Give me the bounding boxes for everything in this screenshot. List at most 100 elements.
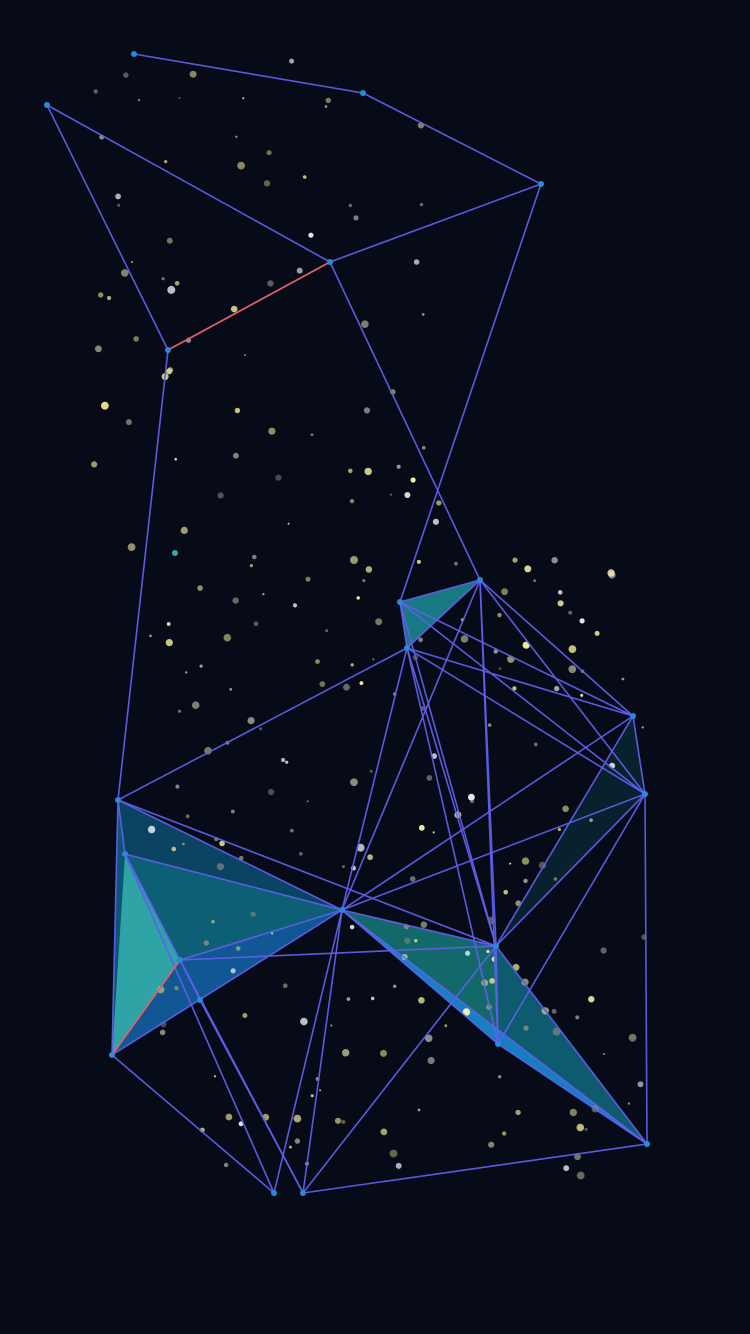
node [495, 1041, 501, 1047]
edge [179, 945, 497, 961]
particles [91, 58, 647, 1180]
particle [287, 522, 290, 525]
edge [479, 579, 646, 795]
particle [393, 984, 397, 988]
particle [302, 175, 307, 179]
particle [178, 97, 181, 99]
particle [404, 937, 411, 944]
particle [164, 160, 168, 164]
particle [413, 259, 420, 265]
particle [568, 665, 577, 674]
particle [444, 1024, 448, 1028]
edge [111, 909, 343, 1056]
particle [498, 1075, 502, 1079]
particle [149, 634, 152, 638]
particle [575, 1015, 580, 1020]
node [115, 797, 121, 803]
particle [223, 633, 232, 642]
edge [302, 945, 497, 1194]
particle [174, 281, 180, 286]
particle [538, 861, 547, 869]
particle [330, 1024, 333, 1027]
particle [182, 842, 185, 846]
edge [199, 999, 304, 1194]
particle [211, 919, 215, 924]
particle [600, 947, 607, 954]
edge [46, 104, 169, 351]
particle [432, 831, 435, 834]
particle [350, 778, 358, 787]
particle [115, 193, 121, 200]
particle [404, 492, 411, 498]
particle [267, 280, 274, 287]
particle [521, 857, 530, 865]
particle [512, 686, 517, 691]
edge [329, 261, 481, 581]
particle [199, 664, 203, 668]
particle [93, 89, 98, 94]
particle [293, 1114, 302, 1123]
particle [107, 295, 112, 301]
particle [349, 498, 355, 504]
particle [363, 407, 371, 414]
particle [343, 683, 350, 691]
particle [185, 671, 188, 674]
particle [503, 889, 509, 895]
edge [117, 647, 408, 801]
node [397, 599, 403, 605]
edge [632, 715, 646, 795]
particle [436, 500, 442, 506]
particle [628, 1033, 637, 1042]
particle [493, 649, 498, 654]
particle [465, 950, 471, 956]
particle [234, 407, 241, 414]
particle [361, 320, 369, 329]
particle [502, 1131, 507, 1136]
particle [579, 618, 585, 624]
particle [420, 921, 428, 928]
particle [133, 336, 139, 342]
edge [644, 793, 648, 1145]
edge [124, 853, 275, 1194]
particle [488, 723, 492, 727]
particle [359, 681, 364, 685]
particle [424, 1034, 433, 1043]
particle [421, 313, 425, 316]
particle [576, 1171, 585, 1180]
particle [216, 863, 225, 871]
particle [621, 677, 625, 681]
particle [125, 419, 132, 426]
particle [131, 260, 134, 264]
particle [121, 269, 129, 277]
edge [46, 104, 331, 263]
particle [497, 612, 502, 618]
particle [641, 726, 644, 729]
particle [418, 997, 425, 1004]
particle [230, 809, 235, 814]
node [477, 577, 483, 583]
particle [180, 526, 188, 535]
particle [553, 877, 558, 881]
particle [223, 1162, 229, 1168]
edge [124, 853, 181, 961]
particle [342, 1049, 349, 1057]
highlight-edge [167, 261, 331, 351]
particle [486, 950, 490, 953]
particle [101, 401, 109, 410]
edge [406, 647, 646, 795]
edge [341, 715, 634, 911]
particle [395, 1162, 402, 1169]
particle [242, 1013, 248, 1018]
particle [418, 824, 425, 831]
particle [350, 556, 358, 564]
particle [557, 827, 562, 832]
particle [369, 769, 373, 773]
particle [300, 1017, 308, 1026]
particle [259, 727, 263, 731]
particle [594, 630, 600, 636]
node [630, 713, 636, 719]
particle [319, 681, 326, 687]
edge [399, 601, 497, 947]
particle [584, 1127, 588, 1131]
